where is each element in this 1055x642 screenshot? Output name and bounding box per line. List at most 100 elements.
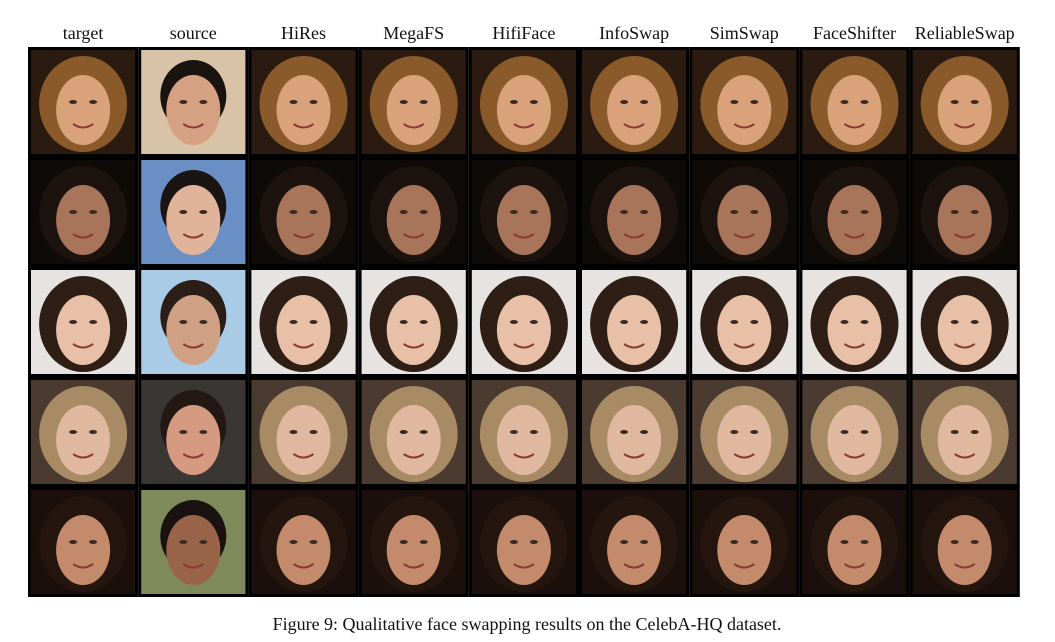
mouth <box>182 123 204 129</box>
column-header: target <box>63 23 104 43</box>
mouth <box>292 343 315 349</box>
mouth <box>843 453 866 459</box>
eye <box>199 430 208 434</box>
eye <box>289 320 298 324</box>
eye <box>69 100 78 104</box>
eye <box>620 210 629 214</box>
face <box>717 185 772 255</box>
face-image <box>689 267 800 377</box>
eye <box>509 540 518 544</box>
eye <box>399 210 408 214</box>
eye <box>419 100 428 104</box>
eye <box>199 100 208 104</box>
face-image <box>909 377 1020 487</box>
face <box>827 75 882 145</box>
mouth <box>954 343 976 349</box>
mouth <box>292 453 315 459</box>
face-image <box>138 487 249 597</box>
eye <box>529 320 538 324</box>
face-image <box>358 47 469 157</box>
face-image <box>909 47 1020 157</box>
eye <box>620 540 629 544</box>
mouth <box>843 563 866 569</box>
mouth <box>843 343 866 349</box>
eye <box>860 100 869 104</box>
eye <box>179 210 188 214</box>
mouth <box>733 123 755 129</box>
eye <box>730 100 739 104</box>
face <box>607 75 662 145</box>
mouth <box>954 563 976 569</box>
eye <box>289 100 298 104</box>
eye <box>730 320 739 324</box>
eye <box>509 100 518 104</box>
mouth <box>292 563 315 569</box>
eye <box>970 430 979 434</box>
face <box>607 295 662 365</box>
face-image <box>799 47 910 157</box>
image-grid <box>28 47 1020 597</box>
eye <box>509 320 518 324</box>
eye <box>840 320 849 324</box>
mouth <box>954 233 976 239</box>
eye <box>309 210 318 214</box>
face <box>166 185 221 255</box>
eye <box>840 210 849 214</box>
eye <box>970 540 979 544</box>
mouth <box>72 233 94 239</box>
face <box>276 185 331 255</box>
face-image <box>579 487 690 597</box>
face-image <box>248 47 359 157</box>
eye <box>509 430 518 434</box>
eye <box>840 540 849 544</box>
mouth <box>623 453 645 459</box>
mouth <box>182 453 204 459</box>
eye <box>419 320 428 324</box>
mouth <box>182 233 204 239</box>
face <box>937 75 992 145</box>
mouth <box>403 343 425 349</box>
face-image <box>28 377 139 487</box>
face <box>717 515 772 585</box>
face-image <box>28 267 139 377</box>
face <box>166 405 221 475</box>
face <box>56 185 111 255</box>
face <box>496 75 551 145</box>
face-image <box>579 377 690 487</box>
face-image <box>28 157 139 267</box>
face-image <box>468 377 579 487</box>
eye <box>89 320 98 324</box>
face-image <box>689 47 800 157</box>
mouth <box>733 233 755 239</box>
eye <box>89 540 98 544</box>
mouth <box>843 123 866 129</box>
eye <box>950 100 959 104</box>
eye <box>309 100 318 104</box>
eye <box>750 430 759 434</box>
column-header: FaceShifter <box>813 23 896 43</box>
eye <box>640 100 649 104</box>
eye <box>970 100 979 104</box>
face-image <box>248 157 359 267</box>
mouth <box>623 563 645 569</box>
face-image <box>248 377 359 487</box>
eye <box>309 430 318 434</box>
face-image <box>579 47 690 157</box>
face <box>276 515 331 585</box>
face <box>937 295 992 365</box>
eye <box>640 320 649 324</box>
face <box>827 185 882 255</box>
eye <box>950 430 959 434</box>
mouth <box>72 343 94 349</box>
eye <box>620 320 629 324</box>
mouth <box>513 563 535 569</box>
mouth <box>182 563 204 569</box>
face-image <box>138 267 249 377</box>
mouth <box>513 343 535 349</box>
mouth <box>513 453 535 459</box>
eye <box>620 430 629 434</box>
eye <box>199 210 208 214</box>
face-image <box>248 267 359 377</box>
face-image <box>909 157 1020 267</box>
